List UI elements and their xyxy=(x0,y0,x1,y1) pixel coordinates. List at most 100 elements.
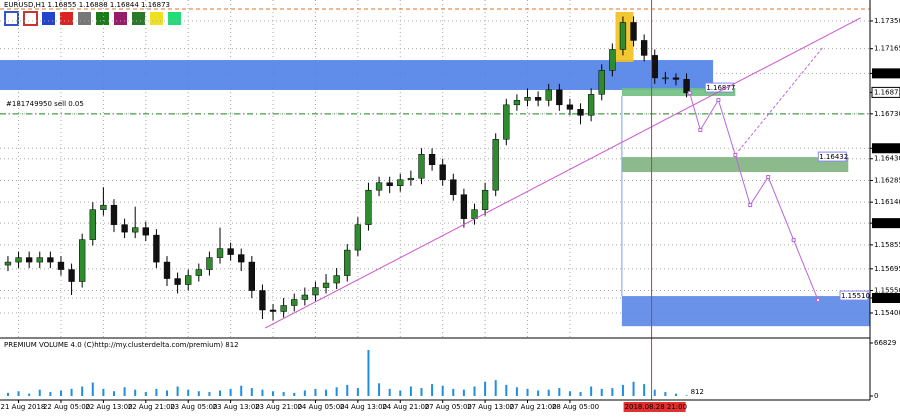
y-tick-label: 1.15400 xyxy=(874,309,900,317)
volume-bar xyxy=(356,388,359,396)
projection-point xyxy=(791,238,796,243)
cursor-label-box xyxy=(623,402,686,412)
volume-bar xyxy=(112,391,115,396)
volume-bar xyxy=(452,388,455,396)
candle-body xyxy=(142,227,149,236)
volume-bar xyxy=(664,392,667,396)
candle-body xyxy=(301,294,309,300)
zone-label-box xyxy=(839,290,869,301)
volume-bar xyxy=(303,390,306,396)
projection-point xyxy=(698,127,703,132)
candle-body xyxy=(375,182,383,191)
candle-body xyxy=(587,94,595,116)
x-tick-label: 23 Aug 21:00 xyxy=(255,403,302,411)
candle-body xyxy=(238,254,245,263)
tool-icon[interactable] xyxy=(4,11,19,26)
candle-body xyxy=(195,269,202,276)
candle-body xyxy=(206,257,213,270)
x-tick-label: 27 Aug 13:00 xyxy=(467,403,514,411)
volume-bar xyxy=(70,388,73,396)
y-tick-label: 1.16873 xyxy=(874,88,900,96)
x-tick-label: 22 Aug 05:00 xyxy=(43,403,90,411)
volume-bar xyxy=(38,389,41,396)
volume-bar xyxy=(378,383,381,396)
candle-body xyxy=(418,153,425,179)
x-tick-label: 24 Aug 05:00 xyxy=(297,403,344,411)
volume-bar xyxy=(590,386,593,396)
volume-value-label: 812 xyxy=(691,388,704,396)
candle-body xyxy=(598,70,605,95)
volume-bar xyxy=(91,382,94,396)
volume-bar xyxy=(335,387,338,396)
candle-body xyxy=(630,22,637,41)
volume-bar xyxy=(17,391,20,396)
tool-icon[interactable] xyxy=(60,12,73,25)
tool-icon[interactable] xyxy=(42,12,55,25)
volume-bar xyxy=(219,390,222,396)
projection-point xyxy=(816,298,821,303)
tick-box xyxy=(872,143,900,154)
trendline xyxy=(264,17,861,329)
volume-title: PREMIUM VOLUME 4.0 (C)http://my.clusterd… xyxy=(4,341,239,349)
projection-point xyxy=(687,90,692,95)
volume-bar xyxy=(547,389,550,396)
x-tick-label: 23 Aug 05:00 xyxy=(170,403,217,411)
candle-body xyxy=(556,89,563,106)
tool-icon[interactable] xyxy=(96,12,109,25)
x-tick-label: 27 Aug 21:00 xyxy=(510,403,557,411)
candle-body xyxy=(25,257,33,263)
volume-bar xyxy=(346,384,349,396)
candle-body xyxy=(132,227,139,233)
tool-icon[interactable] xyxy=(132,12,145,25)
candle-body xyxy=(471,209,478,219)
candle-body xyxy=(89,209,96,240)
candle-body xyxy=(365,189,372,225)
volume-bar xyxy=(314,388,317,396)
candle-body xyxy=(481,189,489,210)
y-tick-label: 1.15500 xyxy=(874,294,900,302)
volume-bar xyxy=(272,391,275,396)
candle-body xyxy=(651,55,658,79)
volume-bar xyxy=(197,391,200,396)
tick-box xyxy=(872,293,900,304)
volume-bar xyxy=(187,389,190,396)
tool-icon[interactable] xyxy=(23,11,38,26)
candle-body xyxy=(460,194,468,219)
x-tick-label: 21 Aug 2018 xyxy=(1,403,46,411)
zone xyxy=(621,157,849,173)
volume-bar xyxy=(494,380,497,396)
candle-body xyxy=(248,261,255,291)
tick-box xyxy=(872,68,900,79)
candle-body xyxy=(259,290,266,311)
y-tick-label: 1.16430 xyxy=(874,155,900,163)
volume-bar xyxy=(250,388,253,396)
tool-icon[interactable] xyxy=(114,12,127,25)
tool-icon[interactable] xyxy=(78,12,91,25)
volume-bar xyxy=(632,381,635,396)
volume-bar xyxy=(293,392,296,396)
tick-box xyxy=(871,86,900,98)
tool-icon[interactable] xyxy=(168,12,181,25)
volume-bar xyxy=(484,381,487,396)
candle-body xyxy=(439,164,446,180)
cursor-label: 2018.08.28 21:00 xyxy=(625,403,687,411)
candle-body xyxy=(163,261,171,279)
zone xyxy=(621,296,870,327)
candle-body xyxy=(503,104,510,140)
zone-label: 1.15510 xyxy=(841,292,870,300)
candle-body xyxy=(386,182,393,186)
tool-icon[interactable] xyxy=(150,12,163,25)
zone-label: 1.16432 xyxy=(819,153,848,161)
y2-tick-label: 66829 xyxy=(874,339,896,347)
y-tick-label: 1.15695 xyxy=(874,265,900,273)
volume-bar xyxy=(49,392,52,396)
candle-body xyxy=(216,248,224,258)
volume-bar xyxy=(176,386,179,396)
y-tick-label: 1.16730 xyxy=(874,110,900,118)
volume-bar xyxy=(685,395,688,396)
x-tick-label: 27 Aug 05:00 xyxy=(425,403,472,411)
volume-bar xyxy=(388,388,391,396)
zone xyxy=(0,60,714,91)
y-tick-label: 1.16000 xyxy=(874,219,900,227)
